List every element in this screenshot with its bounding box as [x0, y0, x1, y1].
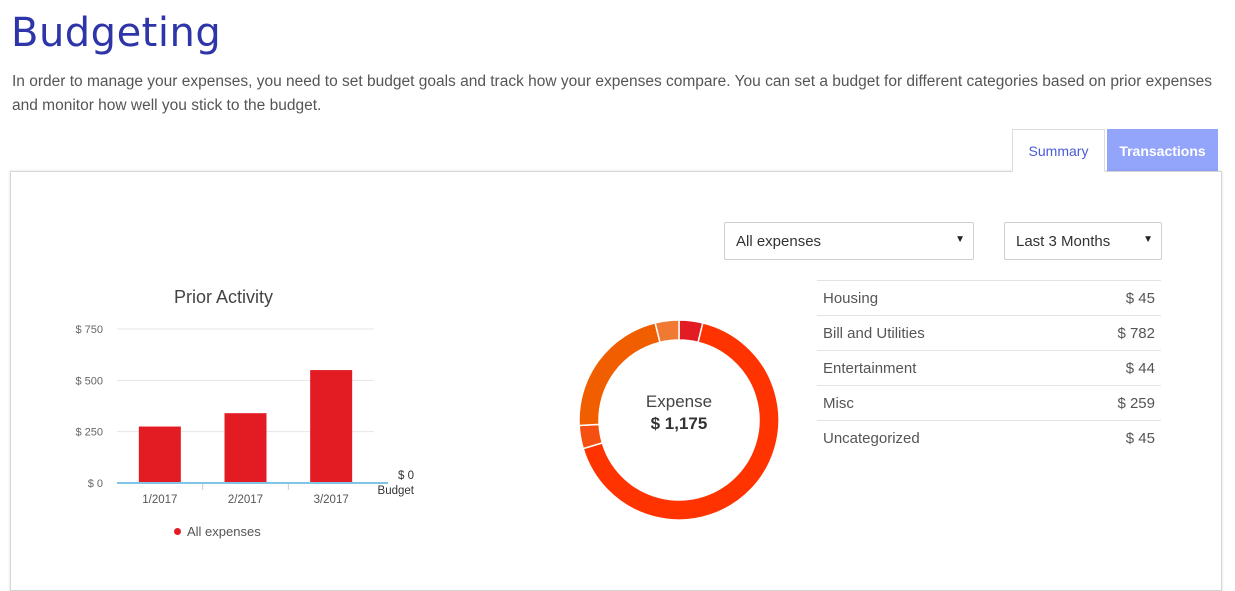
category-name: Uncategorized [823, 429, 920, 447]
category-row[interactable]: Entertainment $ 44 [817, 350, 1161, 385]
intro-text: In order to manage your expenses, you ne… [12, 73, 1213, 114]
category-amount: $ 782 [1117, 324, 1155, 342]
y-tick-label: $ 750 [75, 324, 103, 336]
range-select[interactable]: Last 3 Months ▼ [1004, 222, 1162, 260]
donut-center-label: Expense [645, 392, 713, 411]
category-row[interactable]: Housing $ 45 [817, 280, 1161, 315]
category-amount: $ 44 [1125, 359, 1155, 377]
caret-down-icon: ▼ [955, 234, 965, 245]
category-select-value: All expenses [736, 232, 822, 250]
caret-down-icon: ▼ [1143, 234, 1153, 245]
x-tick-label: 3/2017 [314, 494, 349, 506]
category-amount: $ 45 [1125, 289, 1155, 307]
y-tick-label: $ 0 [88, 478, 103, 490]
x-tick-label: 2/2017 [228, 494, 263, 506]
category-name: Bill and Utilities [823, 324, 925, 342]
prior-activity-chart: $ 0 $ 250 $ 500 $ 750 1/2017 2/2017 3/2017 $ 0 B… [75, 324, 415, 506]
category-row[interactable]: Bill and Utilities $ 782 [817, 315, 1161, 350]
donut-center-total: $ 1,175 [650, 414, 708, 433]
budget-value: $ 0 [398, 470, 414, 482]
category-select[interactable]: All expenses ▼ [724, 222, 974, 260]
category-name: Housing [823, 289, 879, 307]
donut-slice [654, 319, 680, 344]
category-name: Entertainment [823, 359, 917, 377]
bar [138, 426, 181, 483]
category-row[interactable]: Misc $ 259 [817, 385, 1161, 420]
expense-donut-chart [578, 319, 780, 521]
category-table: Housing $ 45 Bill and Utilities $ 782 Entert… [817, 280, 1161, 455]
y-tick-label: $ 500 [75, 375, 103, 387]
summary-panel: All expenses ▼ Last 3 Months ▼ Prior Act… [10, 171, 1222, 591]
donut-slice [582, 321, 780, 521]
chart-legend[interactable]: All expenses [174, 524, 261, 539]
legend-dot-icon [174, 528, 181, 535]
tab-bar: Summary Transactions [1012, 129, 1218, 172]
category-row[interactable]: Uncategorized $ 45 [817, 420, 1161, 455]
budget-label: Budget [378, 485, 415, 497]
bar-chart-title: Prior Activity [173, 287, 274, 307]
x-tick-label: 1/2017 [142, 494, 177, 506]
page-title: Budgeting [11, 10, 222, 56]
category-amount: $ 259 [1117, 394, 1155, 412]
tab-summary[interactable]: Summary [1012, 129, 1105, 172]
y-tick-label: $ 250 [75, 427, 103, 439]
category-amount: $ 45 [1125, 429, 1155, 447]
bar [310, 370, 353, 483]
bar [224, 413, 267, 483]
range-select-value: Last 3 Months [1016, 232, 1111, 250]
category-name: Misc [823, 394, 854, 412]
tab-transactions[interactable]: Transactions [1107, 129, 1218, 172]
legend-label: All expenses [187, 524, 261, 539]
